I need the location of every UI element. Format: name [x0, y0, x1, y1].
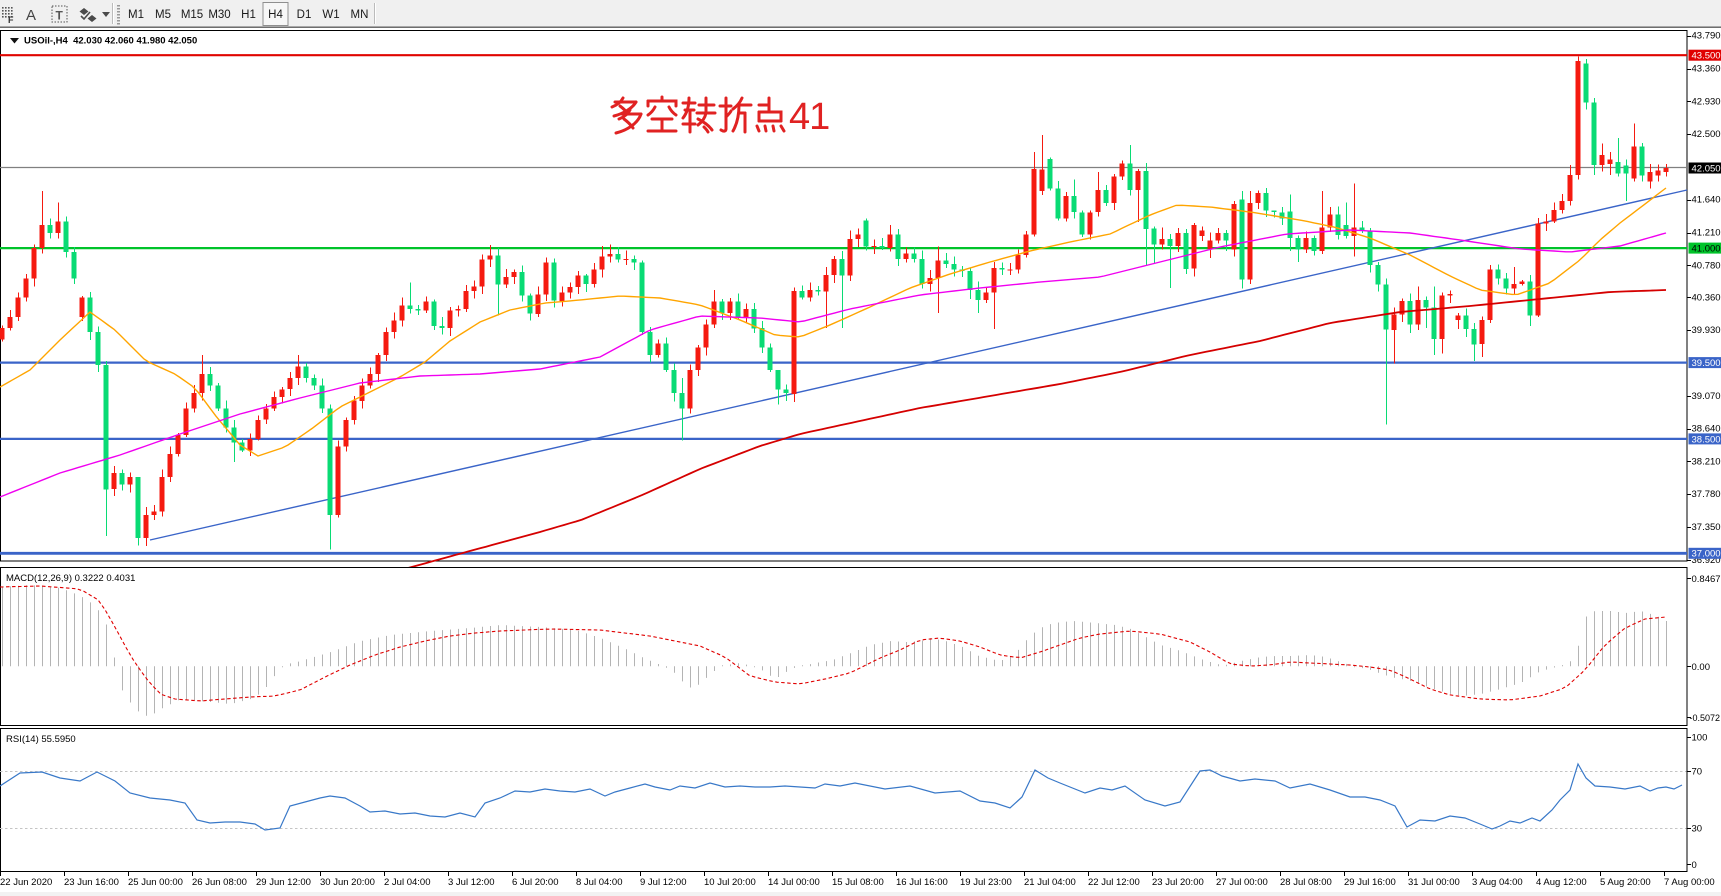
svg-text:MN: MN — [351, 9, 369, 21]
svg-text:37.000: 37.000 — [1692, 549, 1721, 560]
svg-text:25 Jun 00:00: 25 Jun 00:00 — [128, 877, 183, 888]
svg-text:M15: M15 — [181, 9, 203, 21]
svg-text:A: A — [26, 7, 36, 24]
svg-text:22 Jun 2020: 22 Jun 2020 — [0, 877, 52, 888]
svg-text:29 Jun 12:00: 29 Jun 12:00 — [256, 877, 311, 888]
svg-text:41.640: 41.640 — [1692, 195, 1721, 206]
svg-text:26 Jun 08:00: 26 Jun 08:00 — [192, 877, 247, 888]
svg-text:27 Jul 00:00: 27 Jul 00:00 — [1216, 877, 1268, 888]
svg-text:T: T — [56, 9, 64, 23]
svg-text:MACD(12,26,9) 0.3222 0.4031: MACD(12,26,9) 0.3222 0.4031 — [6, 573, 135, 584]
svg-text:0: 0 — [1692, 860, 1697, 871]
svg-text:2 Jul 04:00: 2 Jul 04:00 — [384, 877, 430, 888]
svg-text:RSI(14) 55.5950: RSI(14) 55.5950 — [6, 734, 76, 745]
svg-text:8 Jul 04:00: 8 Jul 04:00 — [576, 877, 622, 888]
svg-text:23 Jul 20:00: 23 Jul 20:00 — [1152, 877, 1204, 888]
svg-text:0.00: 0.00 — [1692, 662, 1711, 673]
svg-text:23 Jun 16:00: 23 Jun 16:00 — [64, 877, 119, 888]
svg-text:21 Jul 04:00: 21 Jul 04:00 — [1024, 877, 1076, 888]
svg-text:M1: M1 — [128, 9, 144, 21]
svg-text:9 Jul 12:00: 9 Jul 12:00 — [640, 877, 686, 888]
svg-text:41.210: 41.210 — [1692, 228, 1721, 239]
svg-text:D1: D1 — [297, 9, 312, 21]
svg-text:39.500: 39.500 — [1692, 358, 1721, 369]
svg-text:19 Jul 23:00: 19 Jul 23:00 — [960, 877, 1012, 888]
svg-text:42.050: 42.050 — [1692, 163, 1721, 174]
svg-text:3 Aug 04:00: 3 Aug 04:00 — [1472, 877, 1523, 888]
svg-text:37.780: 37.780 — [1692, 489, 1721, 500]
svg-text:42.930: 42.930 — [1692, 96, 1721, 107]
svg-text:43.500: 43.500 — [1692, 51, 1721, 62]
svg-text:M5: M5 — [155, 9, 171, 21]
svg-text:30 Jun 20:00: 30 Jun 20:00 — [320, 877, 375, 888]
svg-text:15 Jul 08:00: 15 Jul 08:00 — [832, 877, 884, 888]
svg-text:42.500: 42.500 — [1692, 129, 1721, 140]
svg-text:USOil-,H4 42.030 42.060 41.98: USOil-,H4 42.030 42.060 41.980 42.050 — [24, 36, 197, 47]
svg-text:43.790: 43.790 — [1692, 31, 1721, 42]
svg-text:4 Aug 12:00: 4 Aug 12:00 — [1536, 877, 1587, 888]
svg-text:38.640: 38.640 — [1692, 424, 1721, 435]
svg-text:100: 100 — [1692, 733, 1708, 744]
svg-text:30: 30 — [1692, 824, 1703, 835]
svg-text:0.8467: 0.8467 — [1692, 574, 1721, 585]
svg-text:29 Jul 16:00: 29 Jul 16:00 — [1344, 877, 1396, 888]
svg-text:36.920: 36.920 — [1692, 555, 1721, 566]
svg-text:39.070: 39.070 — [1692, 391, 1721, 402]
svg-text:M30: M30 — [208, 9, 230, 21]
svg-text:40.360: 40.360 — [1692, 292, 1721, 303]
svg-text:70: 70 — [1692, 767, 1703, 778]
svg-text:39.930: 39.930 — [1692, 325, 1721, 336]
svg-text:H1: H1 — [241, 9, 256, 21]
svg-text:16 Jul 16:00: 16 Jul 16:00 — [896, 877, 948, 888]
svg-text:31 Jul 00:00: 31 Jul 00:00 — [1408, 877, 1460, 888]
svg-text:5 Aug 20:00: 5 Aug 20:00 — [1600, 877, 1651, 888]
svg-text:14 Jul 00:00: 14 Jul 00:00 — [768, 877, 820, 888]
svg-text:37.350: 37.350 — [1692, 522, 1721, 533]
svg-text:43.360: 43.360 — [1692, 63, 1721, 74]
svg-text:3 Jul 12:00: 3 Jul 12:00 — [448, 877, 494, 888]
svg-text:F: F — [8, 15, 14, 25]
svg-text:38.500: 38.500 — [1692, 434, 1721, 445]
svg-text:40.780: 40.780 — [1692, 260, 1721, 271]
svg-text:7 Aug 00:00: 7 Aug 00:00 — [1664, 877, 1715, 888]
svg-text:38.210: 38.210 — [1692, 456, 1721, 467]
svg-text:22 Jul 12:00: 22 Jul 12:00 — [1088, 877, 1140, 888]
svg-text:W1: W1 — [322, 9, 339, 21]
svg-text:41.000: 41.000 — [1692, 244, 1721, 255]
svg-text:41: 41 — [789, 96, 829, 138]
svg-text:-0.5072: -0.5072 — [1690, 713, 1721, 723]
svg-text:28 Jul 08:00: 28 Jul 08:00 — [1280, 877, 1332, 888]
svg-text:6 Jul 20:00: 6 Jul 20:00 — [512, 877, 558, 888]
svg-text:10 Jul 20:00: 10 Jul 20:00 — [704, 877, 756, 888]
svg-text:H4: H4 — [268, 9, 283, 21]
